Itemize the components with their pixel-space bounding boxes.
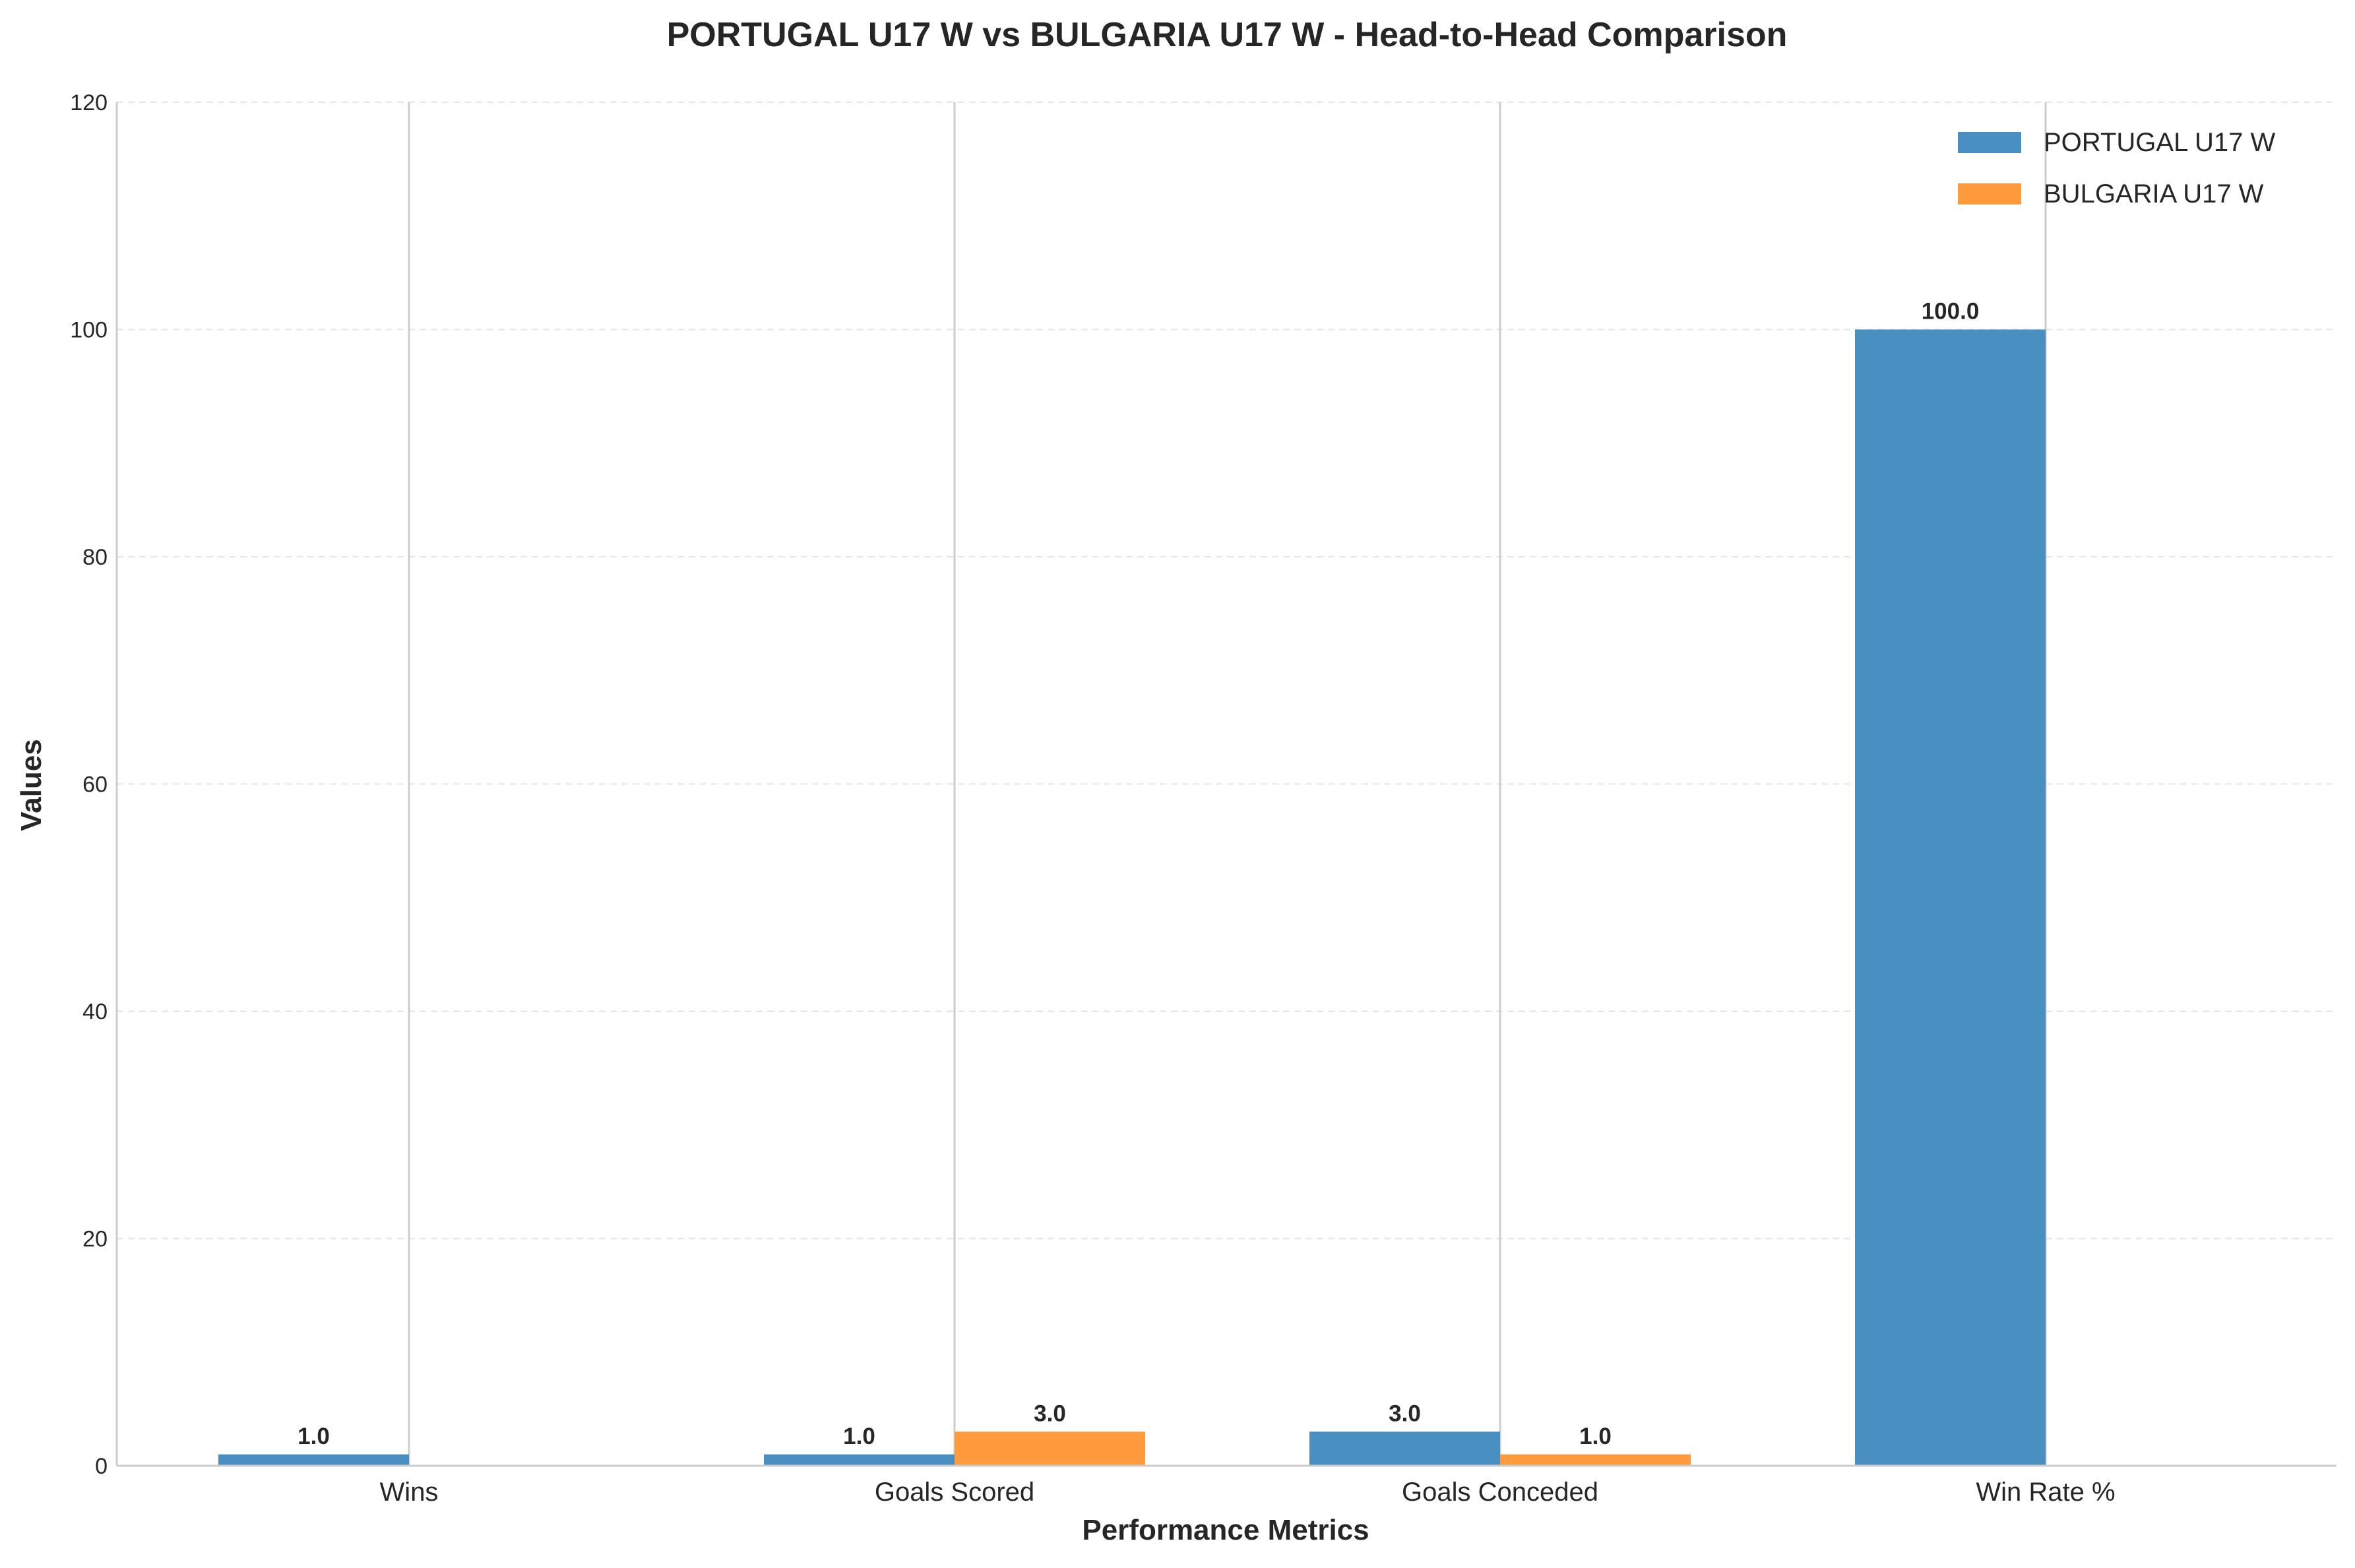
y-tick-label: 80: [82, 545, 108, 570]
legend-label: PORTUGAL U17 W: [2044, 128, 2275, 157]
data-labels: 1.0 1.0 3.0 3.0 1.0 100.0: [298, 299, 1979, 1449]
y-tick-labels: 0 20 40 60 80 100 120: [70, 90, 108, 1479]
data-label: 3.0: [1389, 1400, 1421, 1426]
bar-portugal: [764, 1454, 955, 1466]
y-tick-label: 0: [95, 1454, 108, 1479]
y-tick-label: 120: [70, 90, 108, 115]
legend: PORTUGAL U17 W BULGARIA U17 W: [1958, 128, 2275, 208]
bars: [218, 329, 2046, 1466]
data-label: 1.0: [843, 1424, 875, 1449]
legend-swatch: [1958, 183, 2021, 204]
data-label: 3.0: [1034, 1400, 1066, 1426]
x-tick-label: Goals Scored: [875, 1478, 1034, 1507]
x-tick-labels: Wins Goals Scored Goals Conceded Win Rate %: [380, 1478, 2116, 1507]
y-tick-label: 20: [82, 1227, 108, 1252]
x-tick-label: Wins: [380, 1478, 439, 1507]
legend-swatch: [1958, 132, 2021, 153]
x-tick-label: Goals Conceded: [1402, 1478, 1598, 1507]
data-label: 100.0: [1922, 299, 1980, 325]
y-tick-label: 100: [70, 318, 108, 343]
y-tick-label: 60: [82, 772, 108, 798]
bar-portugal: [1309, 1431, 1500, 1466]
data-label: 1.0: [1579, 1424, 1612, 1449]
x-tick-label: Win Rate %: [1976, 1478, 2115, 1507]
bar-portugal: [218, 1454, 409, 1466]
bar-bulgaria: [1500, 1454, 1691, 1466]
data-label: 1.0: [298, 1424, 330, 1449]
bar-portugal: [1855, 329, 2046, 1466]
bar-bulgaria: [955, 1431, 1145, 1466]
legend-label: BULGARIA U17 W: [2044, 179, 2264, 208]
y-axis-label: Values: [15, 739, 47, 831]
y-tick-label: 40: [82, 999, 108, 1024]
chart-title: PORTUGAL U17 W vs BULGARIA U17 W - Head-…: [667, 16, 1788, 54]
x-axis-label: Performance Metrics: [1082, 1514, 1369, 1546]
